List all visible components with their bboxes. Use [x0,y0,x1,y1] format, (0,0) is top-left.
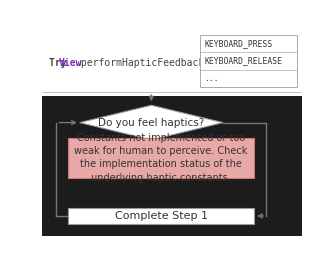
Bar [42,96,302,236]
Text: Constants not implemented or too
weak for human to perceive. Check
the implement: Constants not implemented or too weak fo… [75,133,248,183]
Bar [68,138,254,178]
Text: KEYBOARD_PRESS: KEYBOARD_PRESS [204,39,272,48]
Bar [200,35,297,87]
Polygon shape [80,105,223,140]
Bar [68,208,254,224]
Text: .performHapticFeedback(): .performHapticFeedback() [75,58,216,68]
Bar [42,32,302,96]
Text: View: View [59,58,82,68]
Text: ...: ... [204,74,219,83]
Text: Do you feel haptics?: Do you feel haptics? [98,118,205,128]
Text: KEYBOARD_RELEASE: KEYBOARD_RELEASE [204,56,282,65]
Text: Try: Try [48,58,72,68]
Text: Complete Step 1: Complete Step 1 [115,211,208,221]
